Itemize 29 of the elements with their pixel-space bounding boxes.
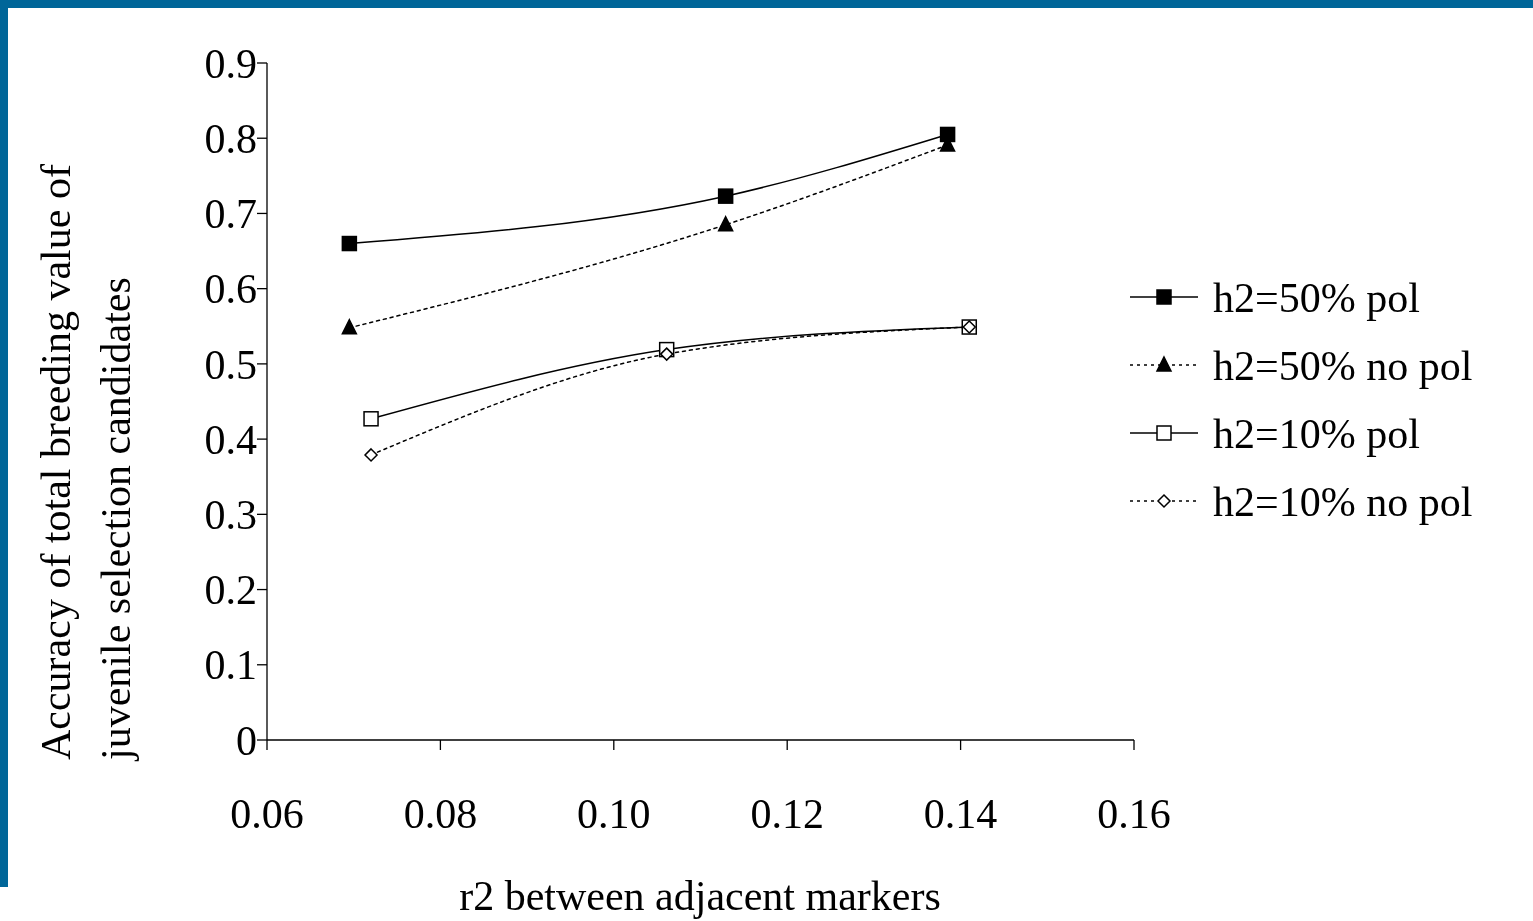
x-tick-label: 0.10 xyxy=(577,791,651,837)
legend-label: h2=50% pol xyxy=(1213,274,1420,321)
point xyxy=(659,347,674,361)
y-tick-label: 0.8 xyxy=(204,115,257,162)
y-tick-label: 0 xyxy=(236,717,257,764)
y-tick-label: 0.6 xyxy=(204,266,257,313)
legend-label: h2=10% pol xyxy=(1213,410,1420,457)
y-tick-label: 0.1 xyxy=(204,642,257,689)
point xyxy=(717,215,734,232)
y-tick-label: 0.2 xyxy=(204,567,257,614)
point xyxy=(364,448,378,462)
x-tick-label: 0.14 xyxy=(923,791,998,837)
y-axis-title: Accuracy of total breeding value of juvenile selection candidates xyxy=(33,164,139,762)
x-tick-label: 0.16 xyxy=(1097,791,1171,837)
y-tick-label: 0.3 xyxy=(204,492,257,539)
y-tick-label: 0.4 xyxy=(204,416,257,463)
point xyxy=(341,235,358,252)
y-tick-label: 0.5 xyxy=(204,341,257,388)
point xyxy=(341,319,358,335)
legend-label: h2=10% no pol xyxy=(1213,478,1473,525)
y-tick-label: 0.9 xyxy=(204,40,257,87)
x-tick-label: 0.06 xyxy=(230,791,304,837)
point xyxy=(717,188,734,204)
x-axis-title: r2 between adjacent markers xyxy=(459,873,941,919)
x-tick-label: 0.12 xyxy=(750,791,824,837)
legend-label: h2=50% no pol xyxy=(1213,342,1473,389)
y-tick-label: 0.7 xyxy=(204,191,257,238)
point xyxy=(363,411,379,427)
x-tick-label: 0.08 xyxy=(403,791,478,837)
